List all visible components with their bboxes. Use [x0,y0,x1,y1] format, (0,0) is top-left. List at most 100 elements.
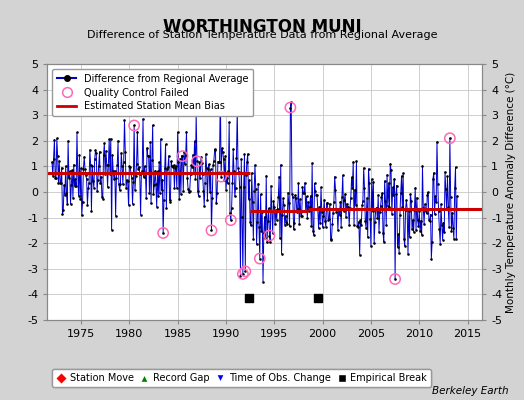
Point [185,189,193,195]
Point [369,178,378,185]
Point [84,185,92,192]
Point [178,153,187,159]
Point [245,177,254,183]
Point [181,161,189,167]
Point [446,135,454,142]
Point [85,146,94,153]
Point [180,149,188,155]
Point [136,211,145,218]
Point [334,227,342,234]
Point [137,170,146,176]
Point [52,175,60,181]
Point [212,200,221,206]
Text: Difference of Station Temperature Data from Regional Average: Difference of Station Temperature Data f… [87,30,437,40]
Point [182,128,191,135]
Point [189,152,197,158]
Point [413,217,422,223]
Point [253,241,261,248]
Point [244,196,253,202]
Point [204,166,212,172]
Point [216,86,224,92]
Point [338,194,346,200]
Point [366,216,374,222]
Point [416,228,424,234]
Point [298,184,307,190]
Point [390,176,398,182]
Point [132,173,140,180]
Point [394,231,402,238]
Point [284,190,292,196]
Point [232,185,240,192]
Point [436,240,444,247]
Point [368,208,377,214]
Point [108,152,117,158]
Point [236,273,245,280]
Point [289,226,298,232]
Point [170,184,179,191]
Point [122,185,130,191]
Point [282,219,291,225]
Point [268,208,276,214]
Point [346,195,355,201]
Point [331,173,339,180]
Point [453,193,461,200]
Point [417,218,425,224]
Point [211,147,220,153]
Point [386,160,395,167]
Point [164,164,172,170]
Point [272,206,280,213]
Point [111,168,119,174]
Point [385,204,394,210]
Point [220,156,228,162]
Point [287,99,296,106]
Point [325,216,333,222]
Point [427,256,435,262]
Point [372,205,380,212]
Point [249,236,257,242]
Point [185,187,194,194]
Point [402,197,411,204]
Point [152,203,161,210]
Point [154,168,162,174]
Point [351,186,359,193]
Point [156,190,164,196]
Point [279,195,287,202]
Point [133,161,141,167]
Point [267,183,275,189]
Point [253,218,261,225]
Point [241,151,249,158]
Point [425,217,433,223]
Point [177,191,185,197]
Point [355,252,364,258]
Point [244,151,252,157]
Point [418,232,426,238]
Point [229,146,237,152]
Point [239,184,248,190]
Point [337,224,345,230]
Point [103,184,112,190]
Point [259,278,267,285]
Point [167,158,176,165]
Point [74,193,83,199]
Point [198,159,206,166]
Point [208,227,216,234]
Point [50,136,59,143]
Point [340,208,348,214]
Point [135,164,143,170]
Point [320,196,329,203]
Point [213,190,221,196]
Point [232,155,241,161]
Point [274,206,282,212]
Point [90,184,98,191]
Point [94,176,102,183]
Point [427,212,435,218]
Point [294,180,303,186]
Point [112,174,121,181]
Point [433,181,442,188]
Point [88,162,96,169]
Point [48,159,56,165]
Point [117,150,125,156]
Point [66,168,74,174]
Point [106,136,115,142]
Point [323,200,332,206]
